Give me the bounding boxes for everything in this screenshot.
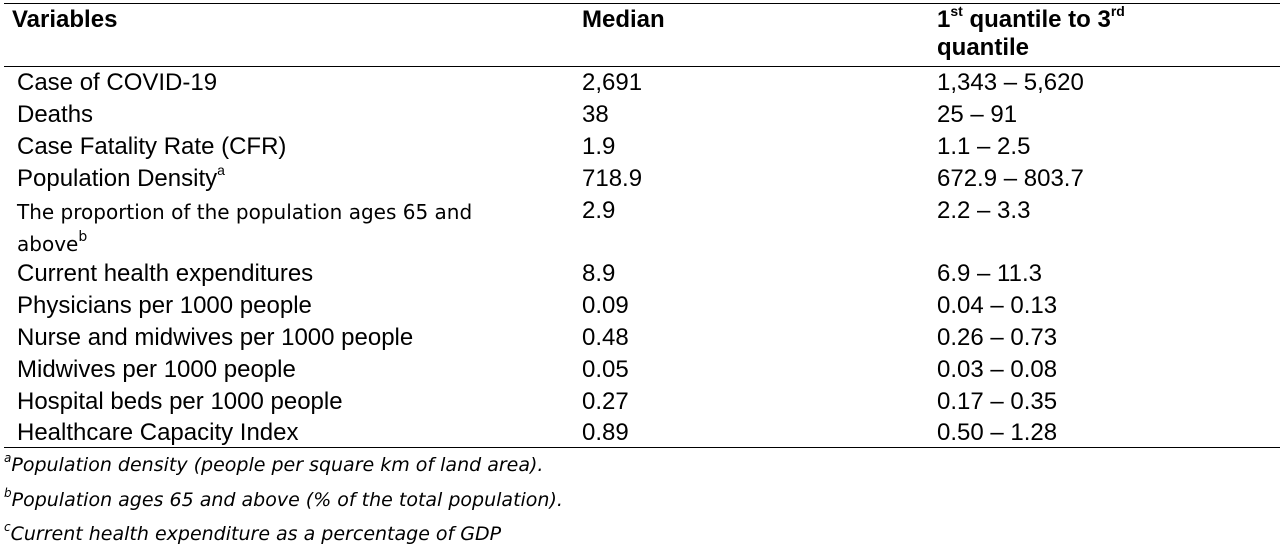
row-median: 38 — [582, 101, 609, 128]
table-header-rule — [4, 66, 1280, 67]
row-quantile-range: 6.9 – 11.3 — [937, 260, 1042, 287]
row-median: 0.48 — [582, 324, 629, 351]
row-variable-line1: The proportion of the population ages 65… — [17, 200, 473, 224]
table-row: The proportion of the population ages 65… — [0, 196, 1280, 260]
table-bottom-rule — [4, 447, 1280, 448]
footnote-text: Current health expenditure as a percenta… — [10, 523, 502, 545]
footnote-marker: b — [78, 229, 88, 246]
footnote-text: Population density (people per square km… — [11, 454, 544, 476]
row-median: 8.9 — [582, 260, 616, 287]
row-median: 1.9 — [582, 133, 616, 160]
row-quantile-range: 672.9 – 803.7 — [937, 165, 1084, 192]
row-quantile-range: 0.26 – 0.73 — [937, 324, 1058, 351]
row-variable: Population Densitya — [17, 162, 225, 194]
header-quantile-mid: quantile to 3 — [962, 6, 1111, 33]
row-quantile-range: 0.04 – 0.13 — [937, 292, 1058, 319]
row-median: 718.9 — [582, 165, 643, 192]
row-variable: Nurse and midwives per 1000 people — [17, 324, 414, 351]
row-quantile-range: 1.1 – 2.5 — [937, 133, 1031, 160]
row-quantile-range: 1,343 – 5,620 — [937, 69, 1084, 96]
footnote-c: cCurrent health expenditure as a percent… — [4, 519, 502, 546]
row-quantile-range: 2.2 – 3.3 — [937, 197, 1031, 224]
row-variable: Physicians per 1000 people — [17, 292, 312, 319]
row-median: 0.27 — [582, 388, 629, 415]
header-quantile-range: 1st quantile to 3rd quantile — [937, 3, 1217, 62]
table-top-rule — [4, 3, 1280, 4]
row-quantile-range: 0.17 – 0.35 — [937, 388, 1058, 415]
footnote-mark: c — [4, 519, 11, 534]
row-variable: Case of COVID-19 — [17, 69, 218, 96]
row-variable: Current health expenditures — [17, 260, 314, 287]
footnote-mark: b — [4, 485, 12, 500]
row-variable: Case Fatality Rate (CFR) — [17, 133, 287, 160]
footnote-text: Population ages 65 and above (% of the t… — [11, 489, 563, 511]
footnote-a: aPopulation density (people per square k… — [4, 450, 544, 477]
row-median: 0.09 — [582, 292, 629, 319]
row-median: 2,691 — [582, 69, 643, 96]
header-quantile-1: 1 — [937, 6, 951, 33]
header-quantile-sup-rd: rd — [1110, 3, 1125, 19]
row-variable: The proportion of the population ages 65… — [17, 196, 537, 260]
row-quantile-range: 25 – 91 — [937, 101, 1018, 128]
row-variable-text: Population Density — [17, 165, 218, 192]
row-median: 2.9 — [582, 197, 616, 224]
header-quantile-tail: quantile — [937, 34, 1030, 61]
header-quantile-sup-st: st — [950, 3, 963, 19]
row-variable-line2: above — [17, 232, 79, 256]
header-variables: Variables — [12, 6, 118, 33]
footnote-marker: a — [217, 162, 225, 178]
row-quantile-range: 0.03 – 0.08 — [937, 356, 1058, 383]
row-quantile-range: 0.50 – 1.28 — [937, 419, 1058, 446]
row-variable: Hospital beds per 1000 people — [17, 388, 343, 415]
row-median: 0.89 — [582, 419, 629, 446]
row-variable: Deaths — [17, 101, 94, 128]
header-median: Median — [582, 6, 665, 33]
footnote-mark: a — [4, 450, 12, 465]
footnote-b: bPopulation ages 65 and above (% of the … — [4, 485, 563, 512]
row-variable: Healthcare Capacity Index — [17, 419, 299, 446]
row-variable: Midwives per 1000 people — [17, 356, 296, 383]
row-median: 0.05 — [582, 356, 629, 383]
